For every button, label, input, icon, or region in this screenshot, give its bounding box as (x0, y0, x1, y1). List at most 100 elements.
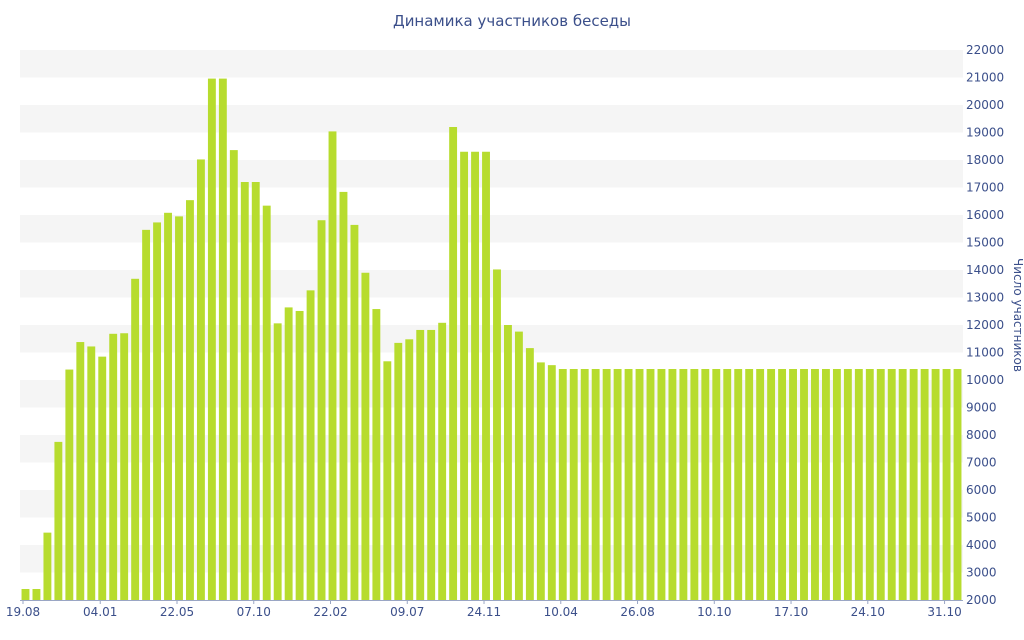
bar (372, 309, 381, 600)
y-tick-label: 22000 (966, 43, 1004, 57)
grid-band (20, 490, 963, 518)
y-tick-label: 9000 (966, 401, 997, 415)
bar (416, 329, 425, 600)
bar (931, 369, 940, 600)
y-axis-label: Число участников (1011, 258, 1024, 372)
bar (273, 323, 282, 600)
bar (120, 333, 129, 600)
grid-band (20, 325, 963, 353)
bar (438, 322, 447, 600)
bar (613, 369, 622, 600)
bar (65, 369, 74, 600)
x-tick-label: 24.10 (851, 605, 885, 619)
y-tick-label: 10000 (966, 373, 1004, 387)
y-tick-label: 5000 (966, 511, 997, 525)
chart-title: Динамика участников беседы (392, 12, 632, 30)
grid-band (20, 270, 963, 298)
bar (471, 151, 479, 600)
bar (229, 150, 238, 600)
bar (328, 131, 337, 600)
bar (514, 331, 523, 600)
bar (811, 369, 819, 600)
y-tick-label: 15000 (966, 236, 1004, 250)
grid-band (20, 215, 963, 243)
bar (591, 369, 600, 600)
bar (942, 369, 951, 600)
y-tick-label: 13000 (966, 291, 1004, 305)
bar (109, 333, 118, 600)
bar (240, 182, 249, 600)
bar (525, 348, 534, 600)
x-tick-label: 04.01 (83, 605, 117, 619)
x-tick-label: 22.02 (313, 605, 347, 619)
bar (953, 369, 962, 600)
bar (832, 369, 841, 600)
y-tick-label: 12000 (966, 318, 1004, 332)
bar (756, 369, 765, 600)
bar (876, 369, 885, 600)
x-tick-label: 26.08 (620, 605, 654, 619)
bar (767, 369, 776, 600)
y-tick-label: 7000 (966, 456, 997, 470)
bar (712, 369, 721, 600)
y-tick-label: 6000 (966, 483, 997, 497)
bar (21, 589, 30, 600)
grid-band (20, 380, 963, 408)
bar (460, 151, 469, 600)
bar (186, 200, 194, 600)
y-tick-label: 4000 (966, 538, 997, 552)
bar (262, 205, 271, 600)
bar (142, 229, 151, 600)
bar (54, 441, 63, 601)
bar (350, 224, 359, 600)
bar (251, 182, 260, 600)
bar (558, 369, 567, 600)
x-tick-label: 31.10 (927, 605, 961, 619)
grid-band (20, 50, 963, 78)
y-tick-label: 17000 (966, 181, 1004, 195)
bar (306, 290, 315, 600)
x-tick-label: 09.07 (390, 605, 424, 619)
bar (602, 369, 611, 600)
bar (175, 216, 183, 601)
bar (854, 369, 863, 600)
bar (745, 369, 754, 600)
bar (427, 329, 436, 600)
bar (865, 369, 874, 600)
bar (32, 589, 41, 600)
bar (43, 532, 52, 601)
bar (701, 369, 710, 600)
bars (21, 78, 962, 601)
bar (493, 269, 501, 600)
y-tick-label: 16000 (966, 208, 1004, 222)
bar (843, 369, 852, 600)
y-axis-ticks: 2000 3000 4000 5000 6000 7000 8000 9000 10000 110… (966, 43, 1004, 607)
bar (339, 191, 348, 600)
bar (153, 222, 162, 600)
bar (646, 369, 655, 600)
bar (449, 127, 458, 600)
bar (317, 220, 326, 601)
bar (164, 212, 172, 601)
x-tick-label: 17.10 (774, 605, 808, 619)
bar (635, 369, 644, 600)
bar (207, 78, 216, 601)
bar (536, 362, 545, 600)
bar (723, 369, 732, 600)
bar (295, 310, 304, 600)
bar (394, 342, 403, 601)
bar (789, 369, 797, 600)
bar (580, 369, 589, 600)
grid-band (20, 545, 963, 573)
bar (569, 369, 578, 600)
bar (920, 369, 929, 600)
bar (284, 307, 293, 600)
y-tick-label: 2000 (966, 593, 997, 607)
bar (657, 369, 666, 600)
y-tick-label: 3000 (966, 566, 997, 580)
bar (383, 361, 392, 600)
bar (361, 272, 370, 600)
bar (547, 365, 556, 600)
x-tick-label: 10.04 (544, 605, 578, 619)
